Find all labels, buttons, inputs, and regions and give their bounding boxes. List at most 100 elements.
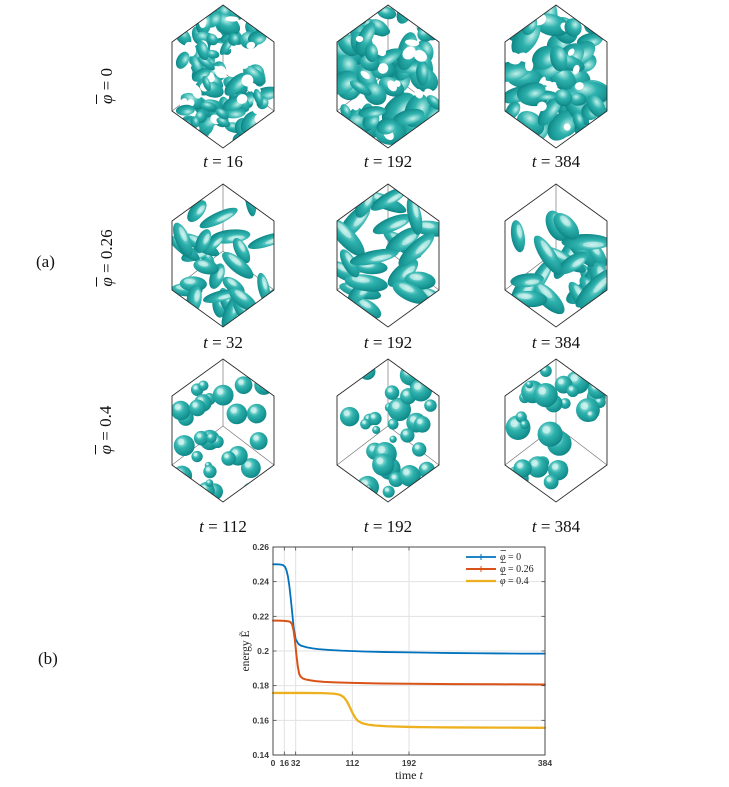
time-caption: t = 112 — [168, 517, 278, 537]
blob-highlight — [531, 459, 538, 467]
void — [537, 101, 547, 112]
blob — [249, 432, 268, 450]
blob-highlight — [426, 401, 431, 406]
void — [405, 39, 420, 47]
void — [375, 46, 387, 57]
blob-highlight — [343, 410, 350, 417]
blob — [387, 259, 419, 287]
blob — [197, 56, 215, 71]
svg-text:112: 112 — [345, 758, 359, 768]
svg-text:0.22: 0.22 — [252, 611, 269, 621]
time-variable: t — [363, 152, 369, 171]
blob-highlight — [587, 411, 592, 416]
void — [183, 11, 196, 23]
blob — [244, 184, 257, 217]
blob-highlight — [389, 420, 394, 424]
blob-highlight — [253, 435, 259, 441]
blob — [520, 420, 529, 429]
blob — [564, 18, 582, 37]
blob-highlight — [177, 438, 185, 446]
blob — [246, 403, 267, 424]
blob-highlight — [402, 468, 410, 476]
blob-highlight — [249, 185, 254, 201]
tick-marks — [272, 546, 546, 756]
blob — [424, 399, 437, 412]
void — [377, 63, 389, 74]
svg-text:0.16: 0.16 — [252, 715, 269, 725]
isosurface-blobs — [505, 5, 607, 148]
svg-text:192: 192 — [402, 758, 416, 768]
blob — [243, 65, 266, 86]
blob-highlight — [207, 480, 210, 483]
svg-text:32: 32 — [291, 758, 301, 768]
blob — [385, 226, 421, 255]
blob — [247, 31, 267, 45]
blob — [533, 383, 558, 408]
void — [548, 81, 557, 89]
cube-outline — [171, 183, 275, 328]
isosurface-panel: t = 192 — [333, 181, 443, 353]
phi-row-label: φ = 0.4 — [96, 360, 116, 500]
blob — [175, 104, 195, 116]
time-variable: t — [203, 152, 208, 171]
isosurface-render — [171, 183, 275, 328]
void — [236, 94, 248, 104]
time-value: = 192 — [368, 333, 413, 352]
isosurface-panel: t = 192 — [333, 356, 443, 537]
blob — [216, 117, 231, 128]
void — [181, 23, 194, 31]
blob-highlight — [402, 234, 417, 246]
blob — [212, 384, 234, 406]
blob — [264, 17, 274, 35]
blob-highlight — [200, 382, 204, 386]
blob-highlight — [261, 383, 266, 387]
void — [414, 88, 424, 99]
blob — [530, 281, 565, 315]
legend-label: φ = 0.4 — [500, 576, 529, 587]
blob-highlight — [203, 233, 210, 244]
blob — [550, 45, 568, 72]
isosurface-render — [504, 183, 608, 328]
time-caption: t = 384 — [501, 517, 611, 537]
blob — [203, 289, 238, 303]
isosurface-panel: t = 384 — [501, 356, 611, 537]
blob-highlight — [390, 436, 394, 440]
blob — [537, 96, 562, 126]
isosurface-blobs — [172, 184, 274, 327]
blob-highlight — [250, 407, 257, 414]
blob-highlight — [402, 430, 408, 436]
blob — [339, 406, 360, 427]
blob — [363, 82, 387, 106]
blob-highlight — [193, 452, 198, 457]
blob-highlight — [517, 413, 522, 417]
cube-outline — [336, 358, 440, 503]
blob-highlight — [580, 402, 589, 410]
void — [351, 101, 360, 111]
blob — [232, 237, 251, 264]
blob — [215, 108, 229, 120]
svg-text:0.14: 0.14 — [252, 750, 269, 760]
isosurface-panel: t = 112 — [168, 356, 278, 537]
blob-highlight — [197, 205, 205, 215]
blob — [376, 118, 397, 135]
blob — [247, 232, 274, 250]
blob — [572, 112, 585, 130]
blob-highlight — [351, 276, 370, 283]
void — [355, 35, 364, 43]
cube-outline — [171, 358, 275, 503]
isosurface-blobs — [337, 187, 439, 319]
blob — [569, 92, 587, 106]
cube-outline — [504, 183, 608, 328]
blob-highlight — [194, 289, 200, 302]
void — [241, 74, 254, 87]
cube-outline — [504, 4, 608, 149]
blob-highlight — [371, 254, 392, 261]
blob — [202, 75, 211, 92]
series-line — [271, 691, 547, 729]
blob-highlight — [526, 381, 530, 385]
cube-outline — [336, 4, 440, 149]
blob-highlight — [362, 420, 366, 424]
isosurface-render — [504, 358, 608, 503]
blob-highlight — [216, 213, 233, 222]
